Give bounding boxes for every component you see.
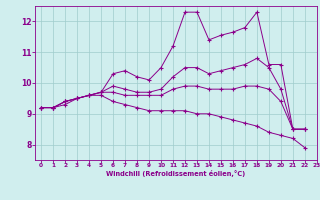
X-axis label: Windchill (Refroidissement éolien,°C): Windchill (Refroidissement éolien,°C) [106, 170, 246, 177]
